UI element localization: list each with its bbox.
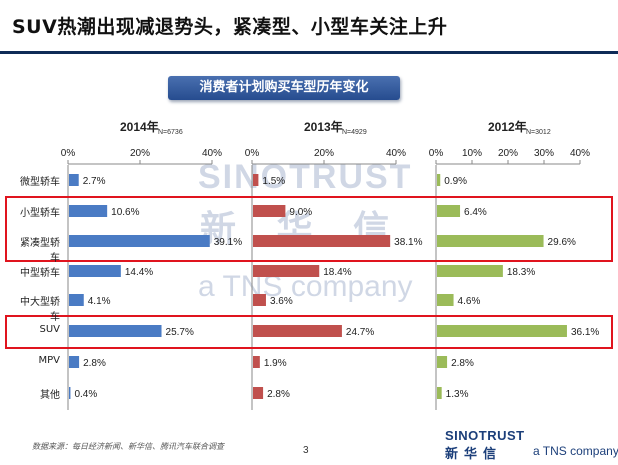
x-tick-label: 0% [61,148,76,159]
panel-sample-size: N=3012 [526,129,551,136]
data-label: 29.6% [548,237,576,248]
bar [253,235,391,247]
bar [437,174,441,186]
bar [69,174,79,186]
data-label: 18.3% [507,267,535,278]
data-label: 38.1% [394,237,422,248]
panel-year: 2013年 [304,120,343,134]
data-label: 4.1% [88,296,111,307]
category-label: MPV [38,355,61,366]
category-label: SUV [39,324,60,335]
data-label: 1.5% [262,176,285,187]
title-divider [0,51,618,54]
highlight-box-small-compact [5,196,613,262]
page-title: SUV热潮出现减退势头，紧凑型、小型车关注上升 [12,16,448,38]
chart-title-banner: 消费者计划购买车型历年变化 [168,76,400,100]
category-label: 中型轿车 [20,268,60,279]
data-label: 25.7% [166,327,194,338]
logo-brand: SINOTRUST [445,428,525,443]
bar [437,325,567,337]
bar [69,356,80,368]
category-label: 紧凑型轿车 [20,238,60,264]
category-label: 微型轿车 [20,177,60,188]
x-tick-label: 40% [202,148,222,159]
bar [437,387,442,399]
logo-chinese: 新华信 [445,447,503,462]
data-label: 39.1% [214,237,242,248]
panel-sample-size: N=6736 [158,129,183,136]
data-label: 24.7% [346,327,374,338]
page-number: 3 [303,445,309,456]
data-label: 2.8% [267,389,290,400]
bar [253,294,266,306]
data-label: 1.9% [264,358,287,369]
bar [437,235,544,247]
x-tick-label: 20% [314,148,334,159]
bar [69,205,108,217]
data-label: 3.6% [270,296,293,307]
data-label: 10.6% [111,207,139,218]
data-label: 36.1% [571,327,599,338]
sinotrust-logo: SINOTRUST 新华信 a TNS company [445,428,618,462]
bar [253,356,260,368]
data-label: 2.8% [451,358,474,369]
data-label: 2.8% [83,358,106,369]
bar [437,205,461,217]
panel-year: 2012年 [488,120,527,134]
data-label: 6.4% [464,207,487,218]
highlight-box-suv [5,315,613,349]
bar [437,294,454,306]
panel-year: 2014年 [120,120,159,134]
x-tick-label: 20% [498,148,518,159]
bar [253,325,342,337]
category-label: 中大型轿车 [20,297,60,323]
x-tick-label: 10% [462,148,482,159]
bar [437,265,503,277]
category-label: 小型轿车 [20,208,60,219]
data-label: 0.4% [74,389,97,400]
x-tick-label: 40% [386,148,406,159]
bar [69,294,84,306]
data-label: 14.4% [125,267,153,278]
data-label: 0.9% [444,176,467,187]
bar [69,265,121,277]
bar [69,325,162,337]
footer-source: 数据来源：每日经济新闻、新华信、腾讯汽车联合调查 [32,442,224,451]
data-label: 2.7% [83,176,106,187]
bar [69,235,210,247]
bar [69,387,71,399]
x-tick-label: 20% [130,148,150,159]
bar [437,356,448,368]
bar [253,174,259,186]
panel-sample-size: N=4929 [342,129,367,136]
bar [253,205,286,217]
bar [253,387,264,399]
data-label: 18.4% [323,267,351,278]
x-tick-label: 40% [570,148,590,159]
x-tick-label: 30% [534,148,554,159]
data-label: 1.3% [446,389,469,400]
data-label: 4.6% [458,296,481,307]
x-tick-label: 0% [245,148,260,159]
x-tick-label: 0% [429,148,444,159]
category-label: 其他 [40,390,60,401]
bar [253,265,320,277]
data-label: 9.0% [289,207,312,218]
logo-tagline: a TNS company [533,444,618,458]
